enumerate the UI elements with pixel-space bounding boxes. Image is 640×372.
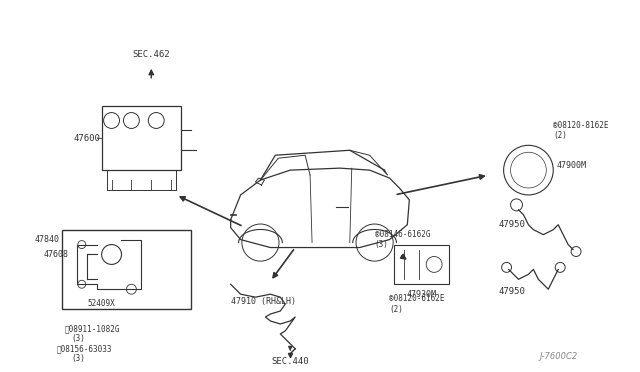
Bar (394, 244, 449, 284)
Text: 47950: 47950 (499, 287, 525, 296)
Text: (3): (3) (72, 354, 86, 363)
Text: 47840: 47840 (35, 235, 60, 244)
Text: ®08120-6162E
(2): ®08120-6162E (2) (390, 294, 445, 314)
Text: SEC.462: SEC.462 (132, 50, 170, 59)
Text: J-7600C2: J-7600C2 (540, 352, 578, 361)
Text: (3): (3) (72, 334, 86, 343)
Bar (62, 230, 191, 309)
Text: 47930M: 47930M (406, 290, 436, 299)
Text: 47608: 47608 (44, 250, 69, 259)
Text: Ⓝ08911-1082G: Ⓝ08911-1082G (65, 324, 120, 333)
Text: ®08120-8162E
(2): ®08120-8162E (2) (553, 121, 609, 140)
Text: 47950: 47950 (499, 220, 525, 229)
Text: 47900M: 47900M (556, 161, 586, 170)
Text: SEC.440: SEC.440 (271, 357, 309, 366)
Text: 47600: 47600 (74, 134, 100, 143)
Text: 47910 (RH&LH): 47910 (RH&LH) (230, 296, 296, 306)
Text: ®08146-6162G
(3): ®08146-6162G (3) (374, 230, 430, 249)
Text: 52409X: 52409X (88, 299, 115, 308)
Text: Ⓑ08156-63033: Ⓑ08156-63033 (57, 344, 113, 353)
Bar (102, 106, 181, 170)
Bar (107, 170, 176, 190)
